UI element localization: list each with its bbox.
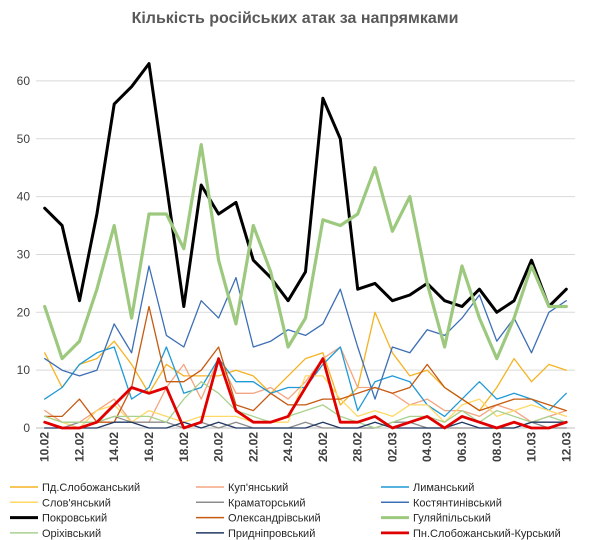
x-tick-label: 10.02 xyxy=(38,432,52,462)
x-tick-label: 04.03 xyxy=(420,432,434,462)
x-tick-label: 08.03 xyxy=(490,432,504,462)
y-tick-label: 40 xyxy=(17,190,31,204)
series-line-11 xyxy=(43,357,568,430)
series-lines xyxy=(43,62,568,430)
legend-label: Пн.Слобожанський-Курський xyxy=(413,528,561,540)
x-tick-label: 06.03 xyxy=(455,432,469,462)
legend-label: Краматорський xyxy=(228,497,306,509)
chart-title: Кількість російських атак за напрямками xyxy=(131,10,459,27)
y-tick-label: 20 xyxy=(17,305,31,319)
y-tick-label: 50 xyxy=(17,132,31,146)
x-tick-label: 10.03 xyxy=(525,432,539,462)
x-tick-label: 28.02 xyxy=(351,432,365,462)
x-tick-label: 22.02 xyxy=(246,432,260,462)
y-tick-label: 60 xyxy=(17,74,31,88)
x-tick-label: 12.03 xyxy=(559,432,573,462)
y-tick-label: 10 xyxy=(17,363,31,377)
y-tick-label: 0 xyxy=(23,421,30,435)
series-line-6 xyxy=(43,62,568,314)
series-line-3 xyxy=(44,375,567,429)
y-tick-labels: 0 10 20 30 40 50 60 xyxy=(17,74,31,435)
series-line-5 xyxy=(44,265,567,400)
x-tick-label: 14.02 xyxy=(107,432,121,462)
x-tick-label: 12.02 xyxy=(72,432,86,462)
y-tick-label: 30 xyxy=(17,247,31,261)
legend-label: Гуляйпільський xyxy=(413,513,491,525)
x-tick-label: 18.02 xyxy=(177,432,191,462)
legend: Пд.Слобожанський Куп'янський Лиманський Сло… xyxy=(10,482,561,540)
series-line-8 xyxy=(43,143,568,361)
legend-label: Покровський xyxy=(42,513,107,525)
legend-label: Пд.Слобожанський xyxy=(42,482,140,494)
series-line-7 xyxy=(44,305,567,423)
legend-label: Оріхівський xyxy=(42,528,101,540)
legend-label: Куп'янський xyxy=(228,482,288,494)
legend-label: Лиманський xyxy=(413,482,474,494)
legend-label: Слов'янський xyxy=(42,497,111,509)
x-tick-label: 02.03 xyxy=(385,432,399,462)
x-tick-label: 24.02 xyxy=(281,432,295,462)
legend-label: Костянтинівський xyxy=(413,497,502,509)
legend-label: Олександрівський xyxy=(228,513,321,525)
legend-label: Придніпровський xyxy=(228,528,315,540)
series-line-10 xyxy=(44,421,567,429)
x-tick-label: 26.02 xyxy=(316,432,330,462)
x-tick-labels: 10.02 12.02 14.02 16.02 18.02 20.02 22.02 24.02… xyxy=(38,432,574,462)
x-tick-label: 16.02 xyxy=(142,432,156,462)
x-tick-label: 20.02 xyxy=(212,432,226,462)
